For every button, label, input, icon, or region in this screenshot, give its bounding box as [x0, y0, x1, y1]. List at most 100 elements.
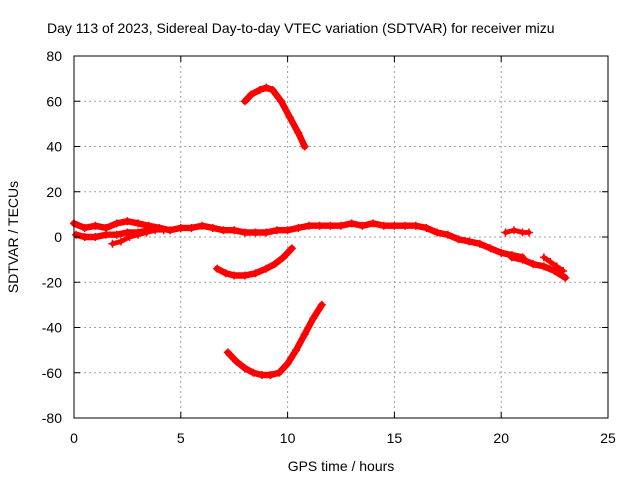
axis-ticks: 0 5 10 15 20 25 -80 -60 -40 -20 0 20 40 60 80	[42, 48, 616, 446]
y-tick-label: 40	[46, 139, 62, 155]
data-point	[539, 253, 548, 262]
data-point	[465, 237, 474, 246]
x-tick-label: 15	[387, 430, 403, 446]
data-point	[497, 248, 506, 257]
data-point	[283, 359, 292, 368]
x-tick-label: 25	[600, 430, 616, 446]
data-point	[539, 262, 548, 271]
data-point	[369, 219, 378, 228]
data-point	[529, 260, 538, 269]
data-point	[546, 257, 555, 266]
data-point	[155, 223, 164, 232]
data-point	[151, 226, 160, 235]
data-point	[294, 128, 303, 137]
series-arc-mid	[213, 245, 296, 279]
data-point	[559, 266, 568, 275]
data-point	[123, 217, 132, 226]
data-point	[198, 221, 207, 230]
data-point	[240, 364, 249, 373]
data-traces	[70, 84, 569, 379]
data-point	[411, 221, 420, 230]
data-point	[91, 233, 100, 241]
data-point	[304, 221, 313, 230]
data-point	[262, 264, 271, 273]
data-point	[240, 97, 249, 106]
data-point	[300, 142, 309, 151]
data-point	[507, 253, 516, 262]
data-point	[223, 348, 232, 357]
data-point	[285, 113, 294, 122]
data-point	[108, 239, 117, 248]
data-point	[142, 228, 151, 237]
y-tick-label: 60	[46, 93, 62, 109]
data-point	[123, 228, 132, 237]
data-point	[232, 357, 241, 366]
data-point	[433, 228, 442, 237]
data-point	[326, 221, 335, 230]
data-point	[309, 314, 318, 323]
data-point	[251, 269, 260, 278]
data-point	[561, 273, 570, 282]
data-point	[116, 237, 125, 246]
series-late-upper	[541, 254, 566, 274]
x-tick-label: 20	[493, 430, 509, 446]
data-point	[287, 244, 296, 253]
data-point	[80, 233, 89, 241]
data-point	[552, 262, 561, 271]
grid-lines	[74, 56, 608, 418]
x-axis-label: GPS time / hours	[288, 458, 395, 474]
y-tick-label: 20	[46, 184, 62, 200]
data-point	[159, 226, 168, 235]
data-point	[454, 235, 463, 244]
y-tick-label: -40	[42, 320, 62, 336]
plot-frame	[73, 55, 609, 419]
y-tick-label: -80	[42, 410, 62, 426]
data-point	[125, 233, 134, 241]
data-point	[524, 228, 533, 237]
data-point	[486, 244, 495, 253]
data-point	[379, 221, 388, 230]
data-point	[270, 260, 279, 269]
data-point	[240, 271, 249, 280]
data-point	[347, 219, 356, 228]
data-point	[518, 255, 527, 264]
data-point	[277, 97, 286, 106]
data-point	[337, 221, 345, 230]
data-point	[279, 253, 288, 262]
chart-title: Day 113 of 2023, Sidereal Day-to-day VTE…	[47, 20, 555, 36]
data-point	[300, 330, 309, 339]
data-point	[443, 230, 452, 239]
data-point	[358, 221, 367, 230]
data-point	[475, 239, 484, 248]
y-tick-label: -20	[42, 274, 62, 290]
data-point	[257, 371, 266, 380]
data-point	[134, 230, 143, 239]
data-point	[80, 223, 89, 232]
data-point	[219, 226, 228, 235]
data-point	[272, 226, 281, 235]
data-point	[230, 271, 239, 280]
data-point	[251, 228, 260, 237]
y-tick-label: 0	[54, 229, 62, 245]
data-point	[262, 228, 271, 237]
y-tick-label: -60	[42, 365, 62, 381]
data-point	[390, 221, 399, 230]
data-point	[275, 368, 284, 377]
data-point	[315, 221, 324, 230]
data-point	[255, 85, 264, 94]
data-point	[292, 346, 301, 355]
data-point	[550, 266, 559, 275]
data-point	[112, 219, 121, 228]
data-point	[112, 230, 121, 239]
series-arc-bottom	[224, 301, 325, 379]
data-point	[262, 83, 271, 92]
x-tick-label: 10	[280, 430, 296, 446]
data-point	[268, 85, 277, 94]
data-point	[317, 300, 326, 309]
data-point	[91, 221, 100, 230]
data-point	[422, 223, 431, 232]
data-point	[221, 269, 230, 278]
data-point	[230, 226, 239, 235]
data-point	[240, 228, 249, 237]
data-point	[266, 371, 275, 380]
